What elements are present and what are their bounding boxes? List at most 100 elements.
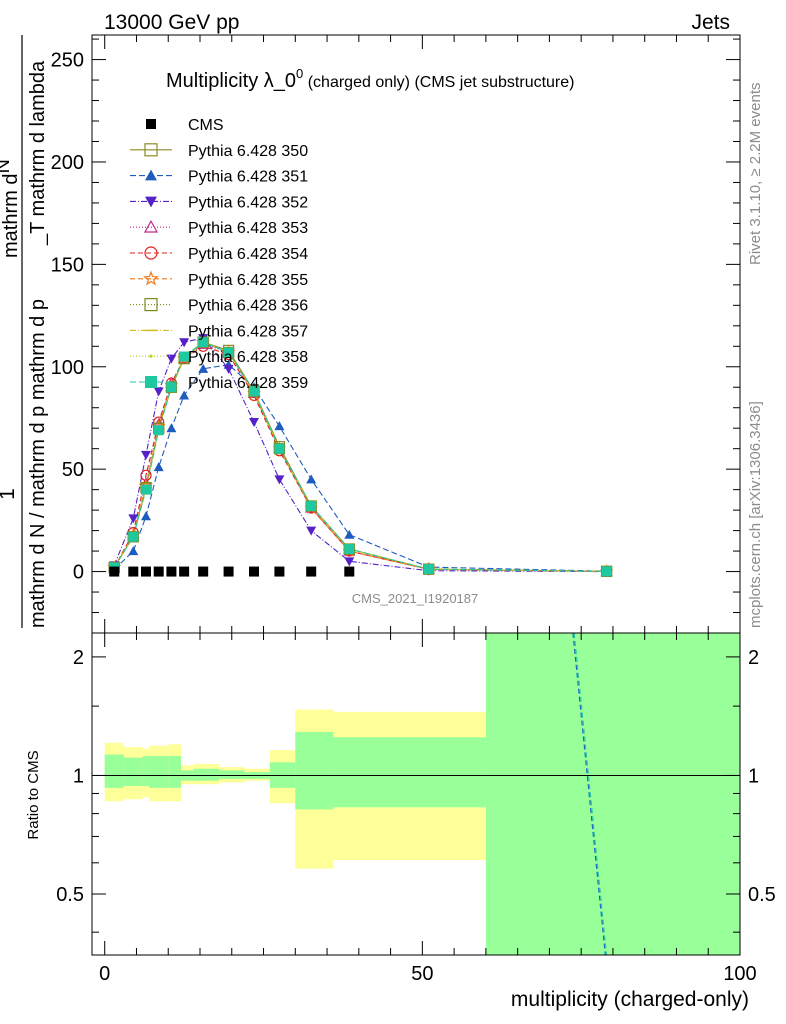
legend-swatch-marker (144, 246, 158, 260)
ratio-band-inner (193, 768, 220, 781)
legend: CMS Pythia 6.428 350 Pythia 6.428 351 Pythi… (130, 117, 308, 392)
y-axis-label-right: _T mathrm d lambda (27, 60, 49, 246)
cms-data-point (306, 566, 317, 577)
legend-entry: Pythia 6.428 359 (130, 375, 308, 392)
mc-marker (153, 425, 164, 436)
legend-entry: Pythia 6.428 358 (130, 349, 308, 366)
mc-marker (198, 337, 209, 348)
mc-marker (344, 544, 355, 555)
chart-title-sup: 0 (296, 66, 303, 81)
mc-marker (128, 546, 139, 556)
legend-swatch-marker (143, 270, 159, 286)
mc-marker (601, 566, 612, 577)
ratio-band-inner (485, 633, 740, 955)
cms-data-point (141, 566, 151, 577)
rivet-label: Rivet 3.1.10, ≥ 2.2M events (747, 83, 764, 266)
header-energy-label: 13000 GeV pp (104, 11, 239, 34)
legend-label: Pythia 6.428 354 (188, 246, 308, 263)
mc-marker (274, 475, 285, 485)
legend-label: Pythia 6.428 352 (188, 194, 308, 211)
y-tick-label: 200 (51, 152, 84, 174)
mc-marker (153, 387, 164, 397)
x-axis-label: multiplicity (charged-only) (511, 988, 749, 1011)
legend-label: Pythia 6.428 357 (188, 323, 308, 340)
chart-title-small: (charged only) (CMS jet substructure) (303, 74, 574, 91)
legend-entry-cms: CMS (146, 117, 224, 134)
ratio-band-inner (149, 756, 169, 788)
cms-data-point (249, 566, 259, 577)
legend-swatch-marker (145, 196, 157, 208)
legend-entry: Pythia 6.428 356 (130, 298, 308, 315)
legend-entry: Pythia 6.428 353 (130, 219, 308, 237)
y-axis-label-numerator: mathrm dN (0, 159, 22, 258)
mc-marker (141, 450, 151, 460)
legend-entry: Pythia 6.428 350 (130, 143, 308, 160)
mc-marker (344, 557, 355, 567)
y-tick-labels: 0 50 100 150 200 250 (51, 50, 84, 584)
legend-label: Pythia 6.428 355 (188, 272, 308, 289)
analysis-id: CMS_2021_I1920187 (352, 591, 479, 606)
mc-marker (179, 390, 190, 400)
ratio-band-inner (123, 757, 143, 787)
y-tick-label: 250 (51, 50, 84, 72)
legend-label: Pythia 6.428 351 (188, 169, 308, 186)
mc-marker (198, 363, 209, 373)
mc-marker (306, 474, 317, 484)
ratio-tick-labels: 0.5 0.5 1 1 2 2 (56, 647, 776, 906)
mc-marker (166, 354, 177, 364)
mc-marker (128, 531, 139, 542)
mc-curve (113, 337, 607, 573)
cms-data-point (109, 566, 120, 577)
cms-data-point (274, 566, 285, 577)
legend-label-cms: CMS (188, 117, 224, 134)
legend-entry: Pythia 6.428 355 (130, 270, 308, 289)
ratio-mc-line (572, 632, 606, 956)
mc-curves (113, 337, 607, 573)
legend-label: Pythia 6.428 356 (188, 298, 308, 315)
ratio-mc-line (573, 632, 608, 956)
legend-label: Pythia 6.428 358 (188, 349, 308, 366)
chart-title: Multiplicity λ_00 (charged only) (CMS je… (166, 66, 574, 92)
ratio-tick-label-right: 1 (748, 765, 759, 787)
legend-swatch-marker (144, 298, 158, 312)
mc-marker (166, 423, 177, 433)
mc-marker (128, 514, 139, 524)
x-tick-labels: 0 50 100 (99, 963, 757, 985)
legend-label: Pythia 6.428 350 (188, 143, 308, 160)
ratio-band-inner (104, 754, 124, 788)
cms-data-point (166, 566, 177, 577)
mc-marker (249, 418, 259, 428)
ratio-tick-label: 2 (73, 647, 84, 669)
cms-data-points (109, 566, 355, 577)
mc-marker (179, 338, 190, 348)
mc-marker (141, 511, 151, 521)
y-tick-label: 150 (51, 254, 84, 276)
mcplots-label: mcplots.cern.ch [arXiv:1306.3436] (747, 401, 764, 628)
mc-marker (249, 386, 259, 397)
legend-entry: Pythia 6.428 357 (130, 323, 308, 340)
legend-swatch-marker (145, 169, 157, 181)
legend-entry: Pythia 6.428 352 (130, 194, 308, 211)
mc-marker (223, 347, 234, 358)
header-process-label: Jets (691, 11, 730, 34)
ratio-band-inner (168, 756, 181, 788)
cms-data-point (344, 566, 355, 577)
legend-entry: Pythia 6.428 351 (130, 169, 308, 186)
ratio-plot-panel: 0.5 0.5 1 1 2 2 0 50 100 Ratio to CMS multiplic… (25, 632, 776, 1011)
mc-curve (113, 345, 607, 572)
ratio-band-inner (333, 737, 486, 808)
legend-label: Pythia 6.428 353 (188, 220, 308, 237)
mc-markers (107, 334, 614, 578)
mc-marker (306, 501, 317, 512)
ratio-uncertainty-bands (104, 633, 740, 955)
ratio-tick-label: 0.5 (56, 884, 84, 906)
legend-swatch-marker (145, 376, 157, 388)
mc-marker (274, 421, 285, 431)
mc-marker (344, 529, 355, 539)
ratio-band-inner (219, 770, 245, 779)
cms-data-point (198, 566, 209, 577)
ratio-tick-label-right: 0.5 (748, 884, 776, 906)
ratio-band-inner (295, 731, 334, 810)
x-tick-label: 50 (411, 963, 433, 985)
